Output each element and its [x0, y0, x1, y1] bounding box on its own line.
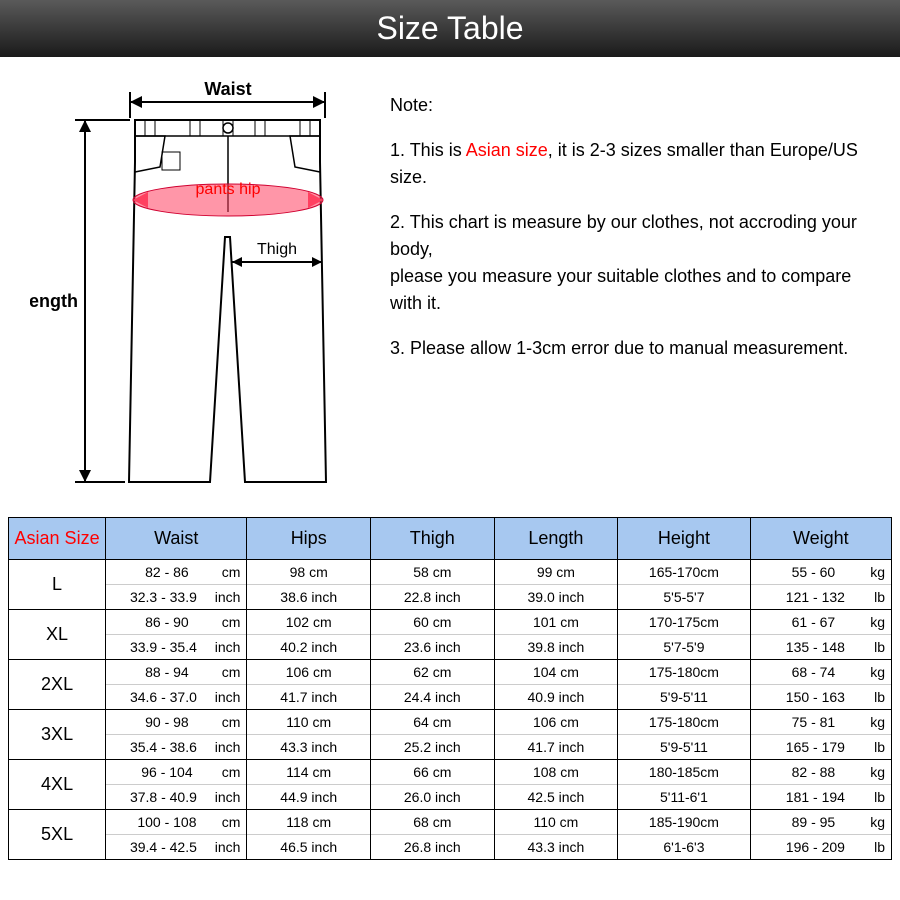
table-cell: 62 cm24.4 inch	[371, 660, 495, 710]
col-header: Length	[494, 518, 618, 560]
table-cell: 118 cm46.5 inch	[247, 810, 371, 860]
note-2a: 2. This chart is measure by our clothes,…	[390, 212, 857, 259]
table-cell: 165-170cm5'5-5'7	[618, 560, 750, 610]
table-cell: 88 - 94cm34.6 - 37.0inch	[106, 660, 247, 710]
table-cell: 99 cm39.0 inch	[494, 560, 618, 610]
table-body: L82 - 86cm32.3 - 33.9inch98 cm38.6 inch5…	[9, 560, 892, 860]
table-cell: 82 - 88kg181 - 194lb	[750, 760, 891, 810]
table-cell: 86 - 90cm33.9 - 35.4inch	[106, 610, 247, 660]
pants-hip-label: pants hip	[196, 181, 261, 198]
length-label: Length	[30, 291, 78, 311]
size-table-wrap: Asian SizeWaistHipsThighLengthHeightWeig…	[0, 517, 900, 860]
table-cell: 175-180cm5'9-5'11	[618, 710, 750, 760]
table-row: 3XL90 - 98cm35.4 - 38.6inch110 cm43.3 in…	[9, 710, 892, 760]
table-cell: 102 cm40.2 inch	[247, 610, 371, 660]
table-row: 4XL96 - 104cm37.8 - 40.9inch114 cm44.9 i…	[9, 760, 892, 810]
note-1-prefix: 1. This is	[390, 140, 466, 160]
table-row: L82 - 86cm32.3 - 33.9inch98 cm38.6 inch5…	[9, 560, 892, 610]
table-cell: 110 cm43.3 inch	[494, 810, 618, 860]
table-row: XL86 - 90cm33.9 - 35.4inch102 cm40.2 inc…	[9, 610, 892, 660]
table-cell: 114 cm44.9 inch	[247, 760, 371, 810]
notes-block: Note: 1. This is Asian size, it is 2-3 s…	[390, 72, 870, 497]
table-cell: 104 cm40.9 inch	[494, 660, 618, 710]
col-header: Hips	[247, 518, 371, 560]
table-cell: 68 cm26.8 inch	[371, 810, 495, 860]
notes-heading: Note:	[390, 92, 870, 119]
note-1: 1. This is Asian size, it is 2-3 sizes s…	[390, 137, 870, 191]
table-cell: 68 - 74kg150 - 163lb	[750, 660, 891, 710]
top-section: Waist pants hip	[0, 57, 900, 517]
table-cell: 90 - 98cm35.4 - 38.6inch	[106, 710, 247, 760]
table-row: 2XL88 - 94cm34.6 - 37.0inch106 cm41.7 in…	[9, 660, 892, 710]
col-header: Weight	[750, 518, 891, 560]
table-cell: 110 cm43.3 inch	[247, 710, 371, 760]
thigh-label: Thigh	[257, 241, 297, 258]
table-cell: 61 - 67kg135 - 148lb	[750, 610, 891, 660]
pants-diagram: Waist pants hip	[30, 72, 350, 497]
col-header: Thigh	[371, 518, 495, 560]
note-2b: please you measure your suitable clothes…	[390, 266, 851, 313]
size-cell: 4XL	[9, 760, 106, 810]
table-cell: 180-185cm5'11-6'1	[618, 760, 750, 810]
page-title: Size Table	[0, 0, 900, 57]
waist-label: Waist	[204, 79, 251, 99]
table-cell: 66 cm26.0 inch	[371, 760, 495, 810]
table-cell: 75 - 81kg165 - 179lb	[750, 710, 891, 760]
table-cell: 170-175cm5'7-5'9	[618, 610, 750, 660]
table-cell: 185-190cm6'1-6'3	[618, 810, 750, 860]
table-cell: 106 cm41.7 inch	[494, 710, 618, 760]
note-1-red: Asian size	[466, 140, 548, 160]
table-cell: 58 cm22.8 inch	[371, 560, 495, 610]
size-cell: 5XL	[9, 810, 106, 860]
size-cell: L	[9, 560, 106, 610]
size-cell: 2XL	[9, 660, 106, 710]
table-cell: 89 - 95kg196 - 209lb	[750, 810, 891, 860]
size-cell: 3XL	[9, 710, 106, 760]
table-cell: 96 - 104cm37.8 - 40.9inch	[106, 760, 247, 810]
note-3: 3. Please allow 1-3cm error due to manua…	[390, 335, 870, 362]
table-cell: 60 cm23.6 inch	[371, 610, 495, 660]
note-2: 2. This chart is measure by our clothes,…	[390, 209, 870, 317]
table-cell: 108 cm42.5 inch	[494, 760, 618, 810]
col-header: Height	[618, 518, 750, 560]
table-cell: 100 - 108cm39.4 - 42.5inch	[106, 810, 247, 860]
col-header: Asian Size	[9, 518, 106, 560]
table-cell: 98 cm38.6 inch	[247, 560, 371, 610]
size-cell: XL	[9, 610, 106, 660]
table-header-row: Asian SizeWaistHipsThighLengthHeightWeig…	[9, 518, 892, 560]
size-table: Asian SizeWaistHipsThighLengthHeightWeig…	[8, 517, 892, 860]
table-cell: 101 cm39.8 inch	[494, 610, 618, 660]
table-cell: 55 - 60kg121 - 132lb	[750, 560, 891, 610]
table-cell: 106 cm41.7 inch	[247, 660, 371, 710]
table-cell: 82 - 86cm32.3 - 33.9inch	[106, 560, 247, 610]
table-cell: 175-180cm5'9-5'11	[618, 660, 750, 710]
table-row: 5XL100 - 108cm39.4 - 42.5inch118 cm46.5 …	[9, 810, 892, 860]
col-header: Waist	[106, 518, 247, 560]
table-cell: 64 cm25.2 inch	[371, 710, 495, 760]
